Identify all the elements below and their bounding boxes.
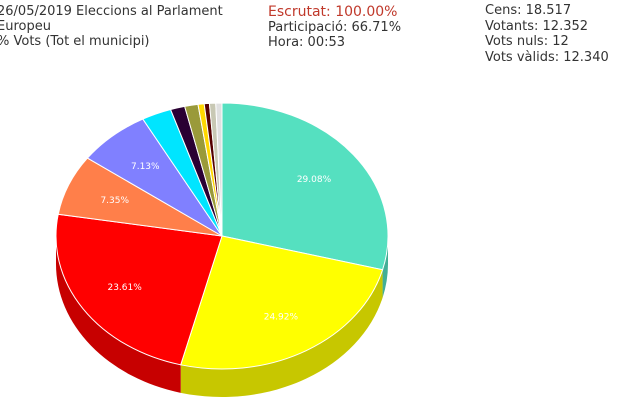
totals-block: Cens: 18.517 Votants: 12.352 Vots nuls: … xyxy=(485,3,609,65)
hora-text: Hora: 00:53 xyxy=(268,35,346,50)
pie-slice-label-3: 7.35% xyxy=(100,196,129,206)
pie-slice-1 xyxy=(180,235,384,370)
pie-slice-label-2: 23.61% xyxy=(107,283,142,293)
pie-slice-label-4: 7.13% xyxy=(131,162,160,172)
vots-nuls-text: Vots nuls: 12 xyxy=(485,34,569,49)
results-status-block: Escrutat: 100.00% Participació: 66.71% H… xyxy=(268,4,402,51)
pie-slice-side-2 xyxy=(56,236,181,393)
pie-slice-11 xyxy=(215,102,223,237)
pie-slice-2 xyxy=(55,213,223,366)
escrutat-text: Escrutat: 100.00% xyxy=(268,4,398,20)
title-block: 26/05/2019 Eleccions al Parlament Europe… xyxy=(0,4,223,49)
pie-slice-0 xyxy=(221,102,389,271)
pie-slice-label-0: 29.08% xyxy=(297,175,332,185)
vots-valids-text: Vots vàlids: 12.340 xyxy=(485,49,609,65)
title-line-1: 26/05/2019 Eleccions al Parlament xyxy=(0,4,223,19)
pie-slice-side-0 xyxy=(382,236,388,298)
pie-slice-side-1 xyxy=(180,269,383,397)
title-line-3: % Vots (Tot el municipi) xyxy=(0,34,150,49)
cens-text: Cens: 18.517 xyxy=(485,3,572,18)
pie-top-faces xyxy=(55,102,389,370)
votants-text: Votants: 12.352 xyxy=(485,18,589,34)
title-line-2: Europeu xyxy=(0,19,51,34)
participacio-text: Participació: 66.71% xyxy=(268,20,402,35)
pie-slice-label-1: 24.92% xyxy=(264,312,299,322)
pie-side-walls xyxy=(56,236,388,397)
